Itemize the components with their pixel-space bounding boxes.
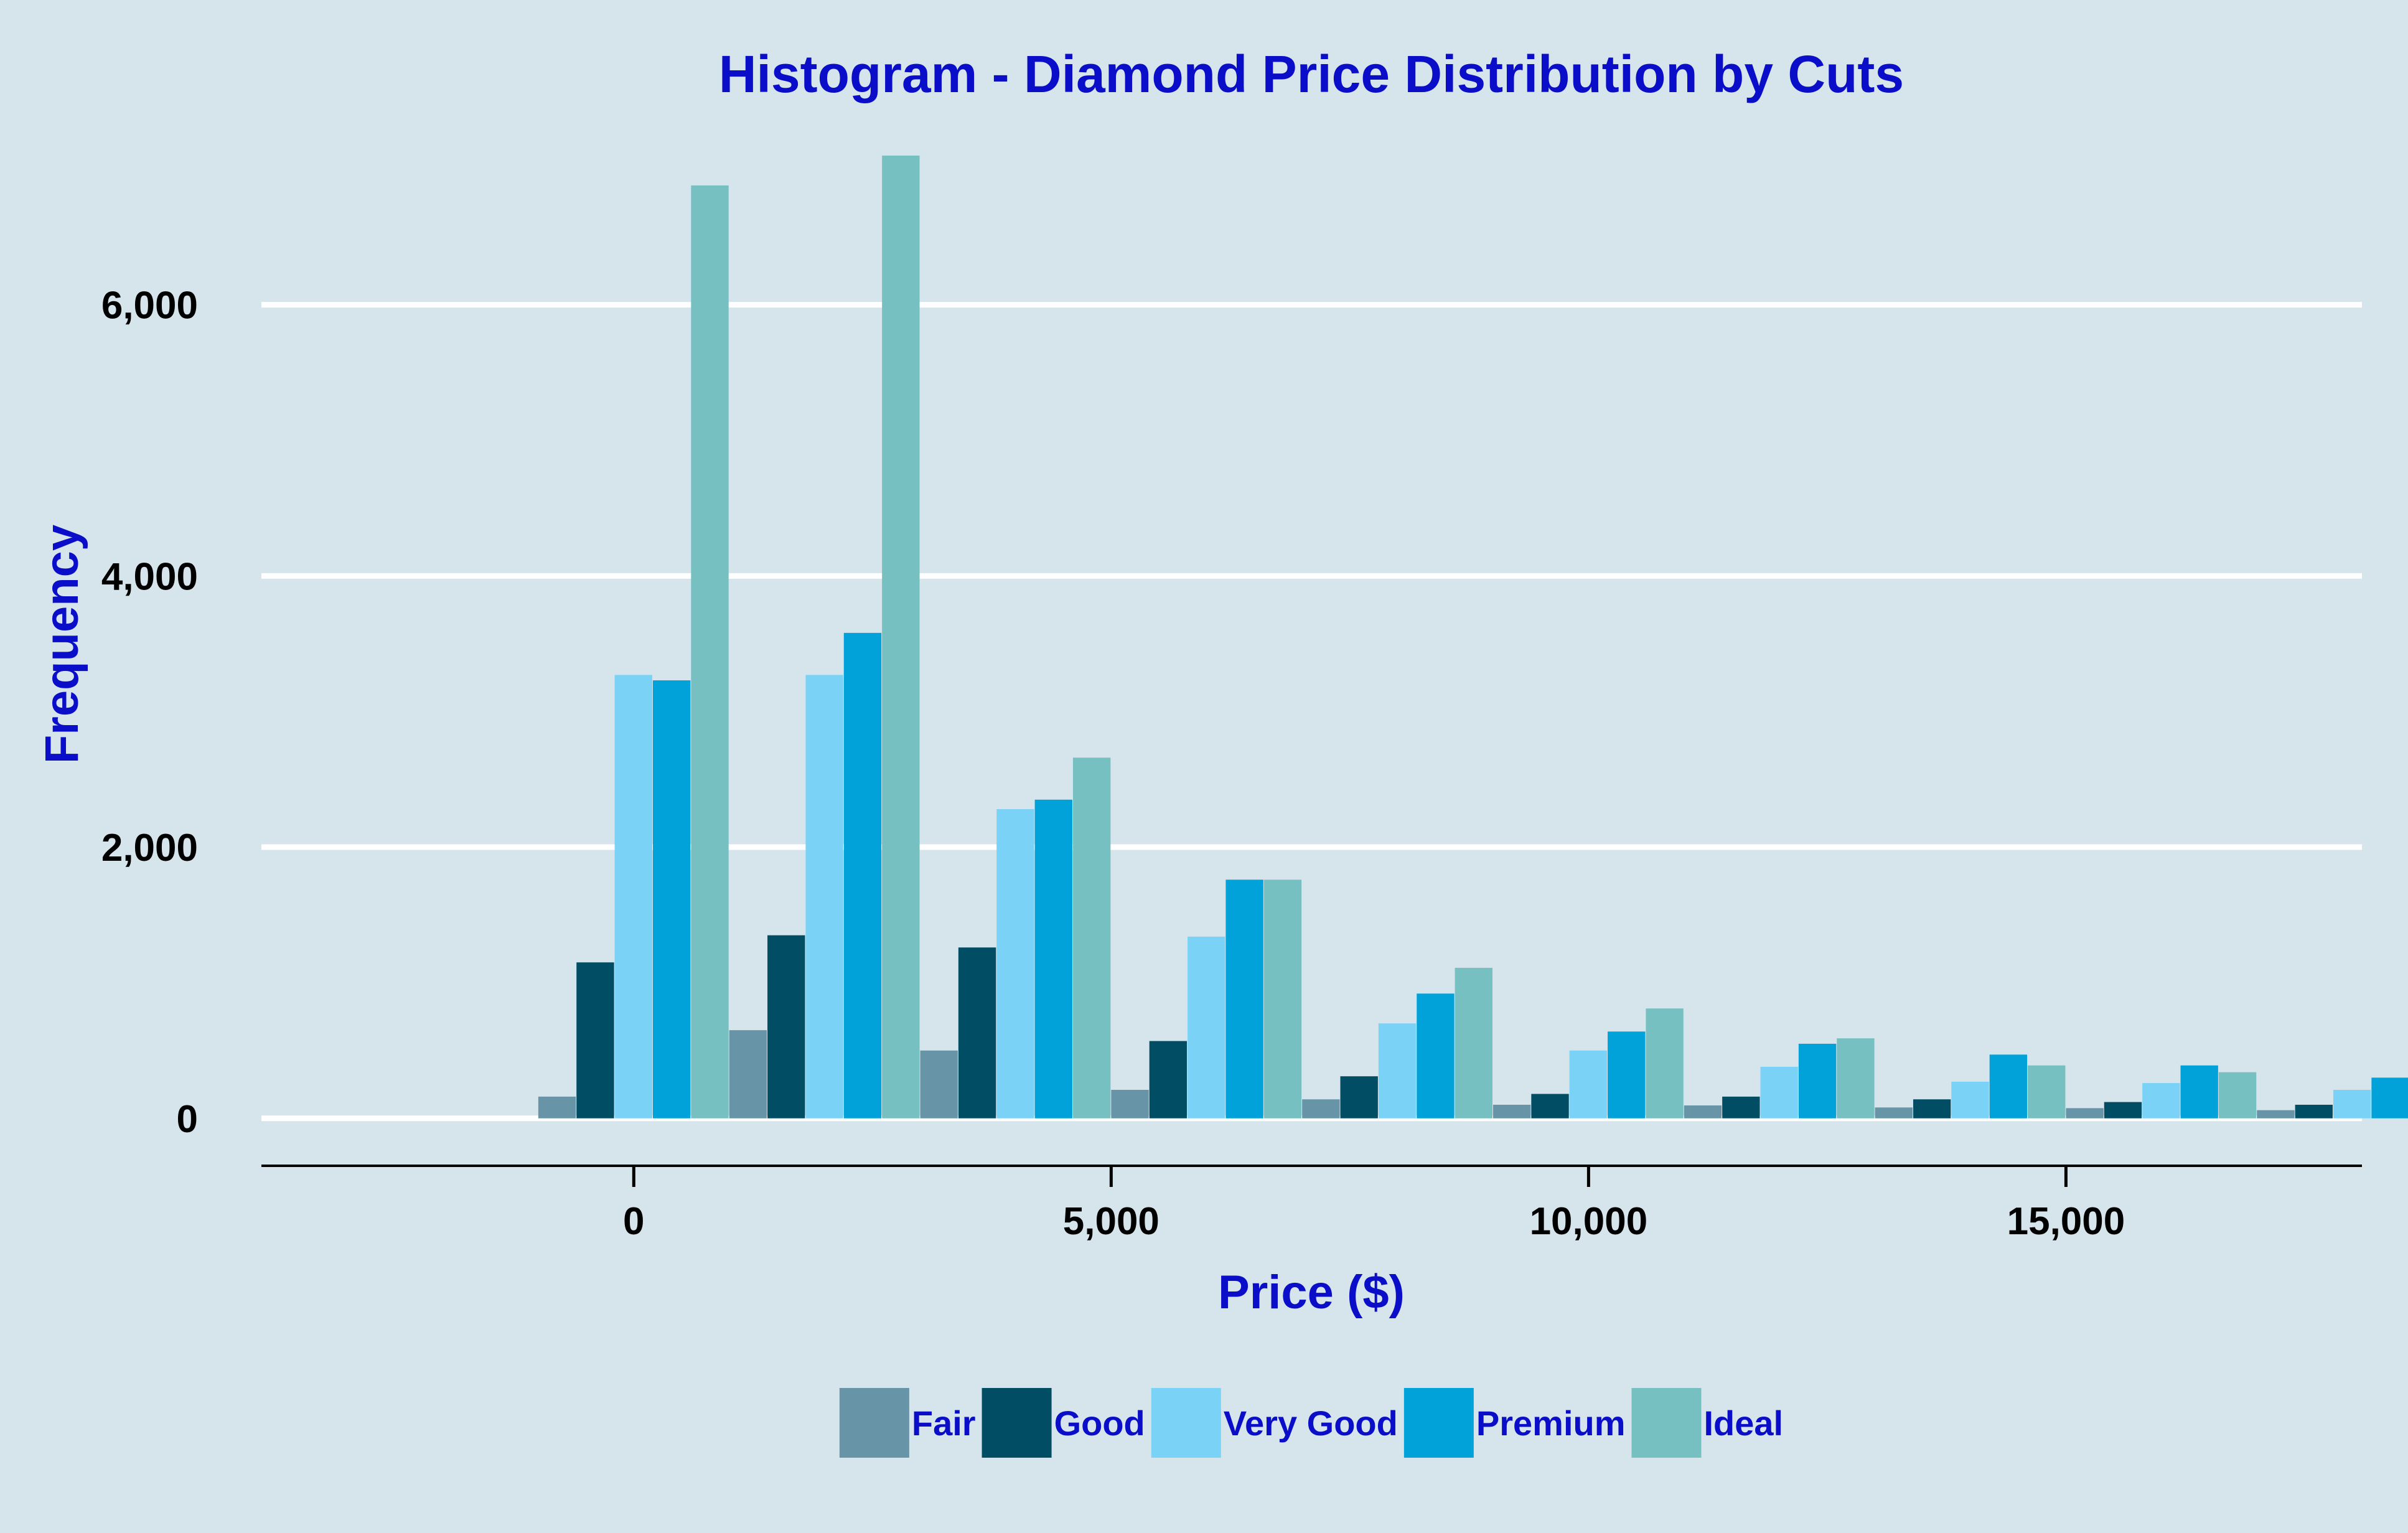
bar-fair-4 bbox=[1302, 1099, 1340, 1118]
bar-premium-4 bbox=[1417, 993, 1455, 1118]
bar-good-3 bbox=[1149, 1041, 1188, 1118]
x-axis-title: Price ($) bbox=[1218, 1266, 1405, 1319]
bar-very-good-1 bbox=[805, 675, 843, 1118]
x-tick-label: 15,000 bbox=[2007, 1200, 2125, 1243]
bar-premium-5 bbox=[1608, 1031, 1646, 1118]
bar-good-6 bbox=[1722, 1096, 1760, 1118]
bar-very-good-0 bbox=[614, 675, 652, 1118]
bar-premium-2 bbox=[1034, 799, 1072, 1118]
bar-good-0 bbox=[576, 962, 614, 1118]
legend-key-very-good bbox=[1151, 1388, 1221, 1458]
bar-good-9 bbox=[2295, 1104, 2333, 1118]
bar-very-good-4 bbox=[1378, 1023, 1417, 1118]
bar-ideal-0 bbox=[691, 185, 729, 1118]
bar-good-7 bbox=[1913, 1099, 1951, 1118]
x-tick-label: 10,000 bbox=[1530, 1200, 1648, 1243]
x-axis-ticks: 0 5,000 10,000 15,000 bbox=[623, 1166, 2125, 1243]
bar-premium-8 bbox=[2180, 1065, 2218, 1118]
y-axis-ticks: 0 2,000 4,000 6,000 bbox=[101, 284, 198, 1141]
legend-label-good: Good bbox=[1054, 1404, 1145, 1443]
bar-very-good-3 bbox=[1188, 936, 1225, 1118]
legend-key-fair bbox=[839, 1388, 909, 1458]
bar-ideal-7 bbox=[2028, 1065, 2066, 1118]
bar-good-4 bbox=[1340, 1076, 1378, 1118]
y-axis-title: Frequency bbox=[35, 525, 88, 764]
bar-very-good-5 bbox=[1569, 1050, 1608, 1118]
legend-label-premium: Premium bbox=[1476, 1404, 1626, 1443]
bar-ideal-4 bbox=[1455, 967, 1492, 1118]
bar-fair-5 bbox=[1492, 1104, 1531, 1118]
bar-premium-0 bbox=[652, 680, 691, 1118]
bar-ideal-5 bbox=[1646, 1008, 1684, 1118]
bar-very-good-7 bbox=[1951, 1081, 1989, 1118]
bar-fair-9 bbox=[2257, 1110, 2295, 1118]
bar-fair-8 bbox=[2066, 1108, 2104, 1118]
bar-fair-7 bbox=[1875, 1107, 1913, 1118]
y-tick-label: 4,000 bbox=[101, 555, 198, 598]
bar-fair-6 bbox=[1684, 1105, 1722, 1118]
bar-very-good-2 bbox=[996, 809, 1034, 1118]
legend-key-premium bbox=[1403, 1388, 1474, 1458]
bar-very-good-9 bbox=[2333, 1090, 2371, 1118]
bar-fair-0 bbox=[538, 1096, 576, 1118]
bar-good-5 bbox=[1531, 1094, 1569, 1118]
bar-premium-9 bbox=[2371, 1077, 2408, 1118]
bar-ideal-2 bbox=[1072, 757, 1111, 1118]
bar-premium-3 bbox=[1225, 879, 1263, 1118]
bar-ideal-6 bbox=[1837, 1038, 1875, 1118]
y-tick-label: 2,000 bbox=[101, 827, 198, 870]
x-tick-label: 0 bbox=[623, 1200, 644, 1243]
bars-group bbox=[538, 156, 2408, 1118]
y-tick-label: 0 bbox=[177, 1098, 198, 1141]
bar-premium-1 bbox=[843, 632, 882, 1118]
legend-key-good bbox=[981, 1388, 1052, 1458]
x-tick-label: 5,000 bbox=[1063, 1200, 1159, 1243]
bar-good-1 bbox=[767, 935, 805, 1118]
legend-label-fair: Fair bbox=[912, 1404, 976, 1443]
bar-fair-1 bbox=[729, 1030, 767, 1118]
bar-good-8 bbox=[2104, 1102, 2142, 1118]
y-tick-label: 6,000 bbox=[101, 284, 198, 327]
bar-ideal-8 bbox=[2218, 1072, 2257, 1118]
legend-label-ideal: Ideal bbox=[1704, 1404, 1784, 1443]
legend: Fair Good Very Good Premium Ideal bbox=[839, 1388, 1784, 1458]
bar-very-good-6 bbox=[1760, 1066, 1798, 1118]
bar-very-good-8 bbox=[2142, 1083, 2180, 1118]
chart-title: Histogram - Diamond Price Distribution b… bbox=[719, 45, 1904, 103]
legend-label-very-good: Very Good bbox=[1224, 1404, 1398, 1443]
bar-premium-6 bbox=[1798, 1043, 1837, 1118]
bar-fair-3 bbox=[1111, 1090, 1149, 1118]
legend-key-ideal bbox=[1631, 1388, 1702, 1458]
bar-premium-7 bbox=[1989, 1054, 2028, 1118]
bar-ideal-3 bbox=[1263, 879, 1302, 1118]
bar-fair-2 bbox=[920, 1050, 958, 1118]
bar-ideal-1 bbox=[882, 156, 920, 1118]
bar-good-2 bbox=[958, 947, 996, 1118]
